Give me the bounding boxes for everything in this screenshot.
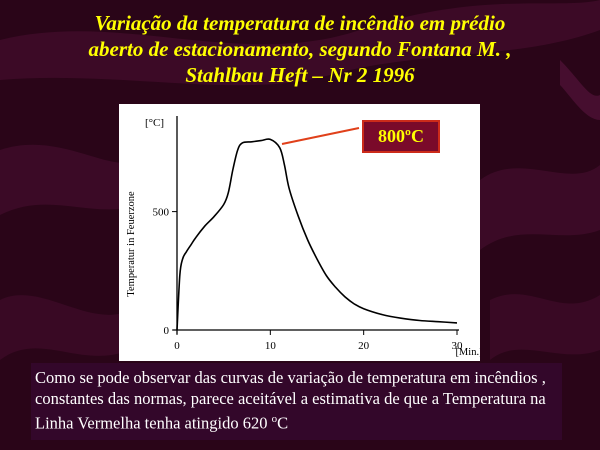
temperature-curve: [176, 138, 458, 331]
title-line-1: Variação da temperatura de incêndio em p…: [94, 11, 506, 35]
y-axis-label: Temperatur in Feuerzone: [126, 191, 137, 297]
chart-ticks: 0 10 20 30 0 500: [153, 207, 464, 352]
x-tick-label: 0: [174, 340, 180, 352]
x-tick-label: 30: [452, 340, 464, 352]
y-unit-label: [°C]: [145, 117, 164, 129]
caption-text: Como se pode observar das curvas de vari…: [31, 363, 562, 440]
chart-series: [176, 138, 458, 331]
peak-temperature-callout: 800ºC: [362, 120, 440, 153]
x-tick-label: 20: [358, 340, 370, 352]
title-line-2: aberto de estacionamento, segundo Fontan…: [88, 37, 512, 61]
title-line-3: Stahlbau Heft – Nr 2 1996: [185, 63, 415, 87]
caption-body: Como se pode observar das curvas de vari…: [35, 368, 546, 433]
y-tick-label: 0: [164, 325, 170, 337]
y-tick-label: 500: [153, 207, 170, 219]
chart-axes: [173, 116, 459, 334]
slide-title: Variação da temperatura de incêndio em p…: [20, 10, 580, 88]
callout-pointer-line: [281, 127, 360, 145]
x-axis-label: [Min.]: [455, 347, 480, 358]
chart-panel: 0 10 20 30 0 500 [°C] Temperatur in Feuerzone…: [119, 104, 480, 361]
x-tick-label: 10: [265, 340, 277, 352]
caption-unit: C: [277, 413, 289, 433]
caption-unit-superscript: o: [271, 413, 278, 425]
temperature-chart: 0 10 20 30 0 500 [°C] Temperatur in Feuerzone…: [126, 116, 480, 358]
